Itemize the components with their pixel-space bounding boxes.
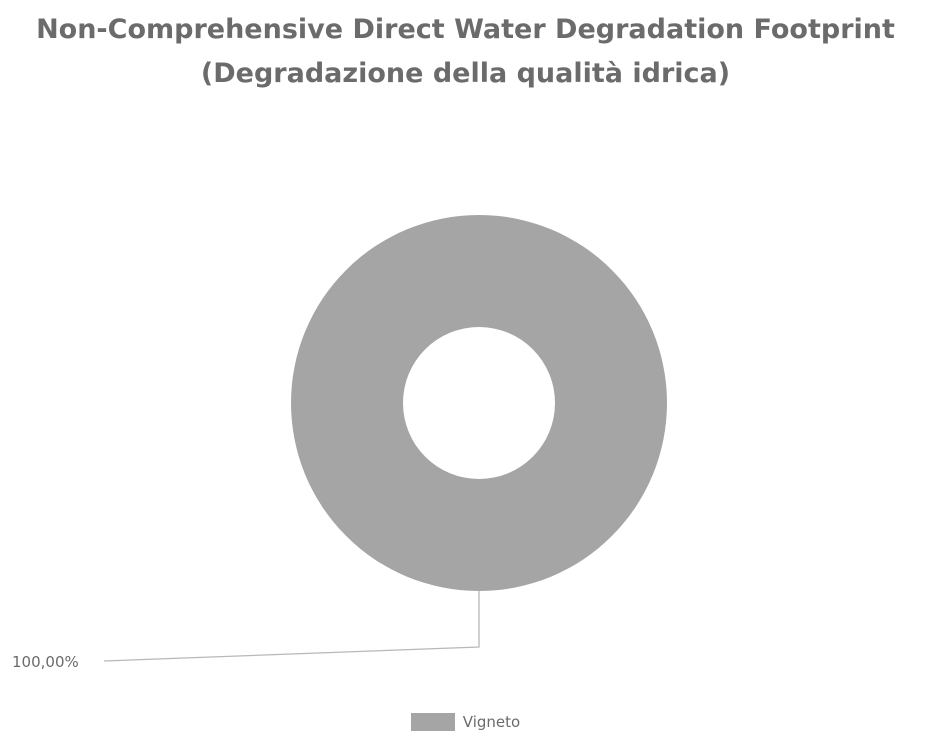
data-label-vigneto: 100,00% [12,653,79,671]
leaders-layer [103,591,480,662]
chart-subtitle: (Degradazione della qualità idrica) [200,58,731,89]
chart-title: Non-Comprehensive Direct Water Degradati… [36,14,895,45]
slice-vigneto [291,215,667,591]
legend-label-vigneto: Vigneto [462,713,521,731]
legend-swatch-vigneto [410,713,455,731]
leader-line-vigneto [103,591,480,662]
labels-layer: 100,00% [12,653,79,671]
slices-layer [291,215,667,591]
legend: Vigneto [0,713,931,731]
